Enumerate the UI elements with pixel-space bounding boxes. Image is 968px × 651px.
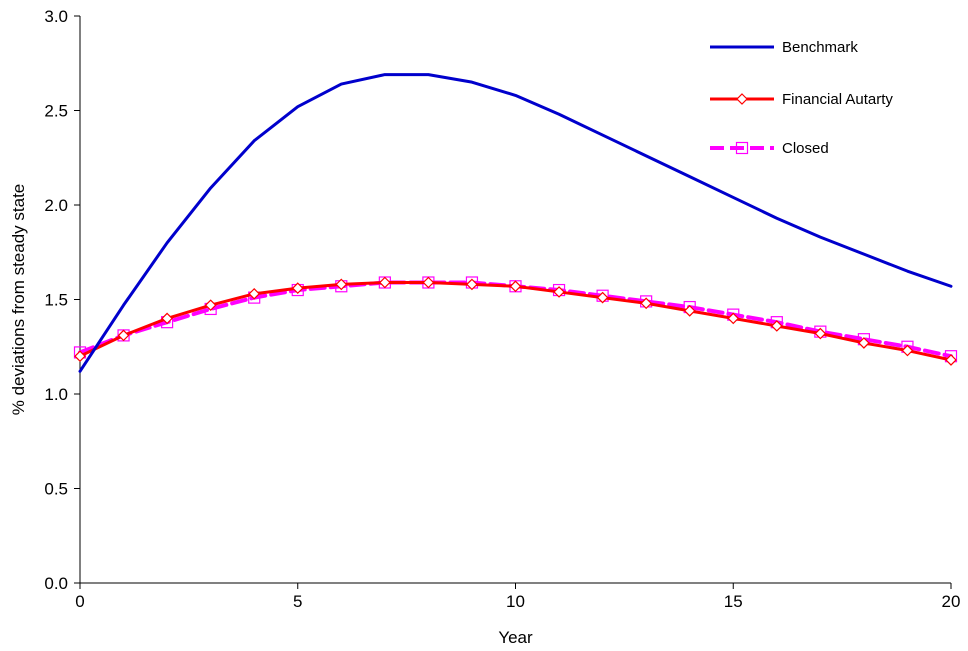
data-point bbox=[291, 282, 304, 295]
x-tick-label: 5 bbox=[293, 592, 302, 611]
data-point bbox=[814, 327, 827, 340]
y-tick-label: 0.5 bbox=[44, 480, 68, 499]
legend-marker bbox=[736, 93, 748, 105]
y-tick-label: 3.0 bbox=[44, 7, 68, 26]
series-line bbox=[78, 280, 953, 359]
data-point bbox=[770, 320, 783, 332]
series-line bbox=[78, 73, 953, 373]
y-tick-label: 2.5 bbox=[44, 102, 68, 121]
data-point bbox=[596, 291, 609, 304]
x-tick-label: 20 bbox=[942, 592, 961, 611]
x-tick-label: 10 bbox=[506, 592, 525, 611]
legend-item: Benchmark bbox=[710, 39, 858, 56]
y-tick-label: 1.0 bbox=[44, 385, 68, 404]
legend-marker bbox=[735, 141, 749, 155]
series-line bbox=[78, 280, 953, 362]
data-point bbox=[466, 278, 478, 291]
data-point bbox=[945, 354, 957, 366]
y-axis-title: % deviations from steady state bbox=[9, 184, 28, 416]
data-point bbox=[204, 299, 217, 312]
data-point bbox=[509, 280, 522, 293]
data-point bbox=[858, 337, 870, 349]
data-point bbox=[422, 276, 435, 289]
legend-label: Benchmark bbox=[782, 39, 858, 56]
data-point bbox=[161, 312, 173, 325]
data-point bbox=[335, 278, 348, 291]
legend-item: Financial Autarty bbox=[710, 91, 893, 108]
y-tick-label: 0.0 bbox=[44, 574, 68, 593]
data-point bbox=[117, 329, 130, 342]
series-layer bbox=[73, 73, 958, 373]
x-axis-title: Year bbox=[498, 628, 533, 647]
legend-label: Closed bbox=[782, 140, 829, 157]
series-1 bbox=[74, 276, 957, 366]
data-point bbox=[553, 286, 565, 298]
x-tick-label: 0 bbox=[75, 592, 84, 611]
data-point bbox=[379, 276, 391, 289]
x-tick-label: 15 bbox=[724, 592, 743, 611]
legend-item: Closed bbox=[710, 140, 829, 157]
legend-label: Financial Autarty bbox=[782, 91, 893, 108]
series-0 bbox=[78, 73, 953, 373]
data-point bbox=[727, 312, 740, 325]
legend: Benchmark Financial Autarty Closed bbox=[710, 39, 893, 157]
data-point bbox=[901, 344, 914, 357]
data-point bbox=[640, 297, 652, 310]
data-point bbox=[74, 350, 86, 363]
y-tick-label: 2.0 bbox=[44, 196, 68, 215]
data-point bbox=[248, 287, 261, 300]
y-tick-label: 1.5 bbox=[44, 291, 68, 310]
data-point bbox=[683, 304, 696, 317]
axes: 0.0 0.5 1.0 1.5 2.0 2.5 3.0 0 5 10 15 20 bbox=[44, 7, 960, 611]
